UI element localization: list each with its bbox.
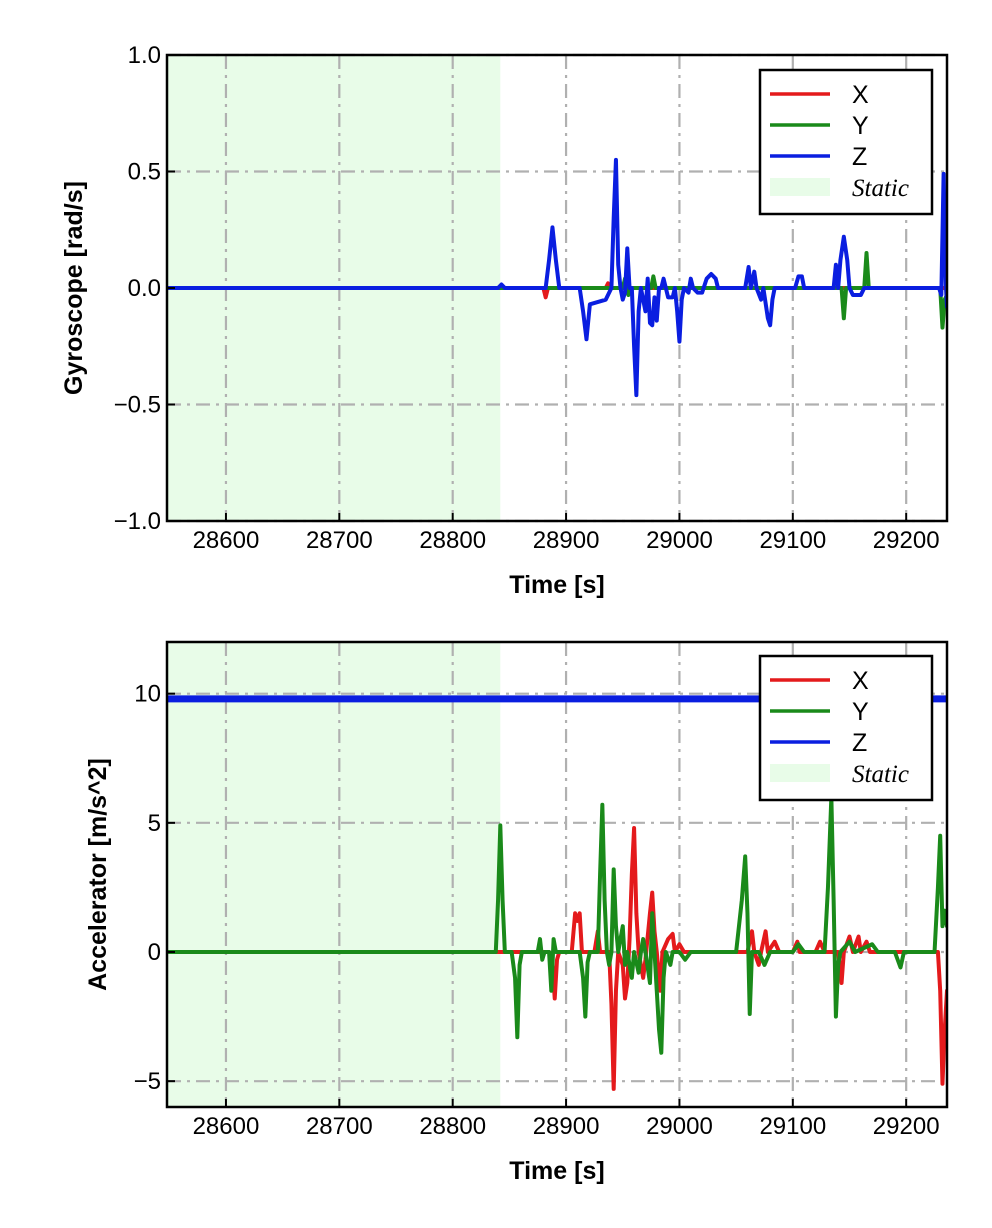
legend-swatch-static (770, 764, 830, 782)
y-axis-title: Gyroscope [rad/s] (60, 181, 88, 395)
y-tick-label: 0 (148, 939, 161, 966)
y-tick-label: 10 (134, 681, 161, 708)
x-tick-label: 28900 (533, 1113, 600, 1140)
y-tick-label: −5 (134, 1068, 161, 1095)
legend-label: Y (852, 112, 869, 140)
x-tick-label: 29000 (646, 1113, 713, 1140)
x-axis-title: Time [s] (509, 571, 604, 599)
legend-label: X (852, 667, 869, 695)
x-tick-label: 29100 (759, 1113, 826, 1140)
x-axis-title: Time [s] (509, 1157, 604, 1185)
y-tick-label: −1.0 (114, 508, 161, 535)
x-tick-label: 28600 (193, 1113, 260, 1140)
legend-label: Z (852, 143, 867, 171)
y-axis-title: Accelerator [m/s^2] (84, 758, 112, 991)
legend-label-static: Static (852, 761, 909, 788)
x-tick-label: 28800 (419, 527, 486, 554)
series-line-z (167, 157, 947, 398)
axes-frame (165, 640, 949, 1109)
y-tick-label: −0.5 (114, 392, 161, 419)
x-tick-label: 28900 (533, 527, 600, 554)
series-lines (167, 157, 947, 398)
series-line-y (167, 795, 947, 1055)
x-tick-label: 28700 (306, 527, 373, 554)
legend-label: Y (852, 698, 869, 726)
y-tick-label: 0.5 (128, 159, 161, 186)
legend-label: X (852, 81, 869, 109)
gyroscope-panel: 28600 28700 28800 28900 29000 29100 29200 −1.0 −… (60, 42, 949, 599)
x-tick-label: 29200 (873, 1113, 940, 1140)
legend: XYZ Static (758, 68, 934, 216)
x-tick-label: 28800 (419, 1113, 486, 1140)
x-tick-label: 28700 (306, 1113, 373, 1140)
y-tick-label: 5 (148, 810, 161, 837)
legend: XYZ Static (758, 654, 934, 802)
legend-swatch-static (770, 178, 830, 196)
x-tick-label: 29200 (873, 527, 940, 554)
legend-label-static: Static (852, 175, 909, 202)
accelerometer-panel: 28600 28700 28800 28900 29000 29100 29200 −5 0 5 1… (84, 640, 949, 1185)
x-tick-label: 29100 (759, 527, 826, 554)
static-region (167, 642, 501, 1107)
x-tick-label: 29000 (646, 527, 713, 554)
x-tick-label: 28600 (193, 527, 260, 554)
series-line-x (167, 826, 947, 1091)
legend-label: Z (852, 729, 867, 757)
y-tick-label: 0.0 (128, 275, 161, 302)
y-tick-label: 1.0 (128, 42, 161, 69)
